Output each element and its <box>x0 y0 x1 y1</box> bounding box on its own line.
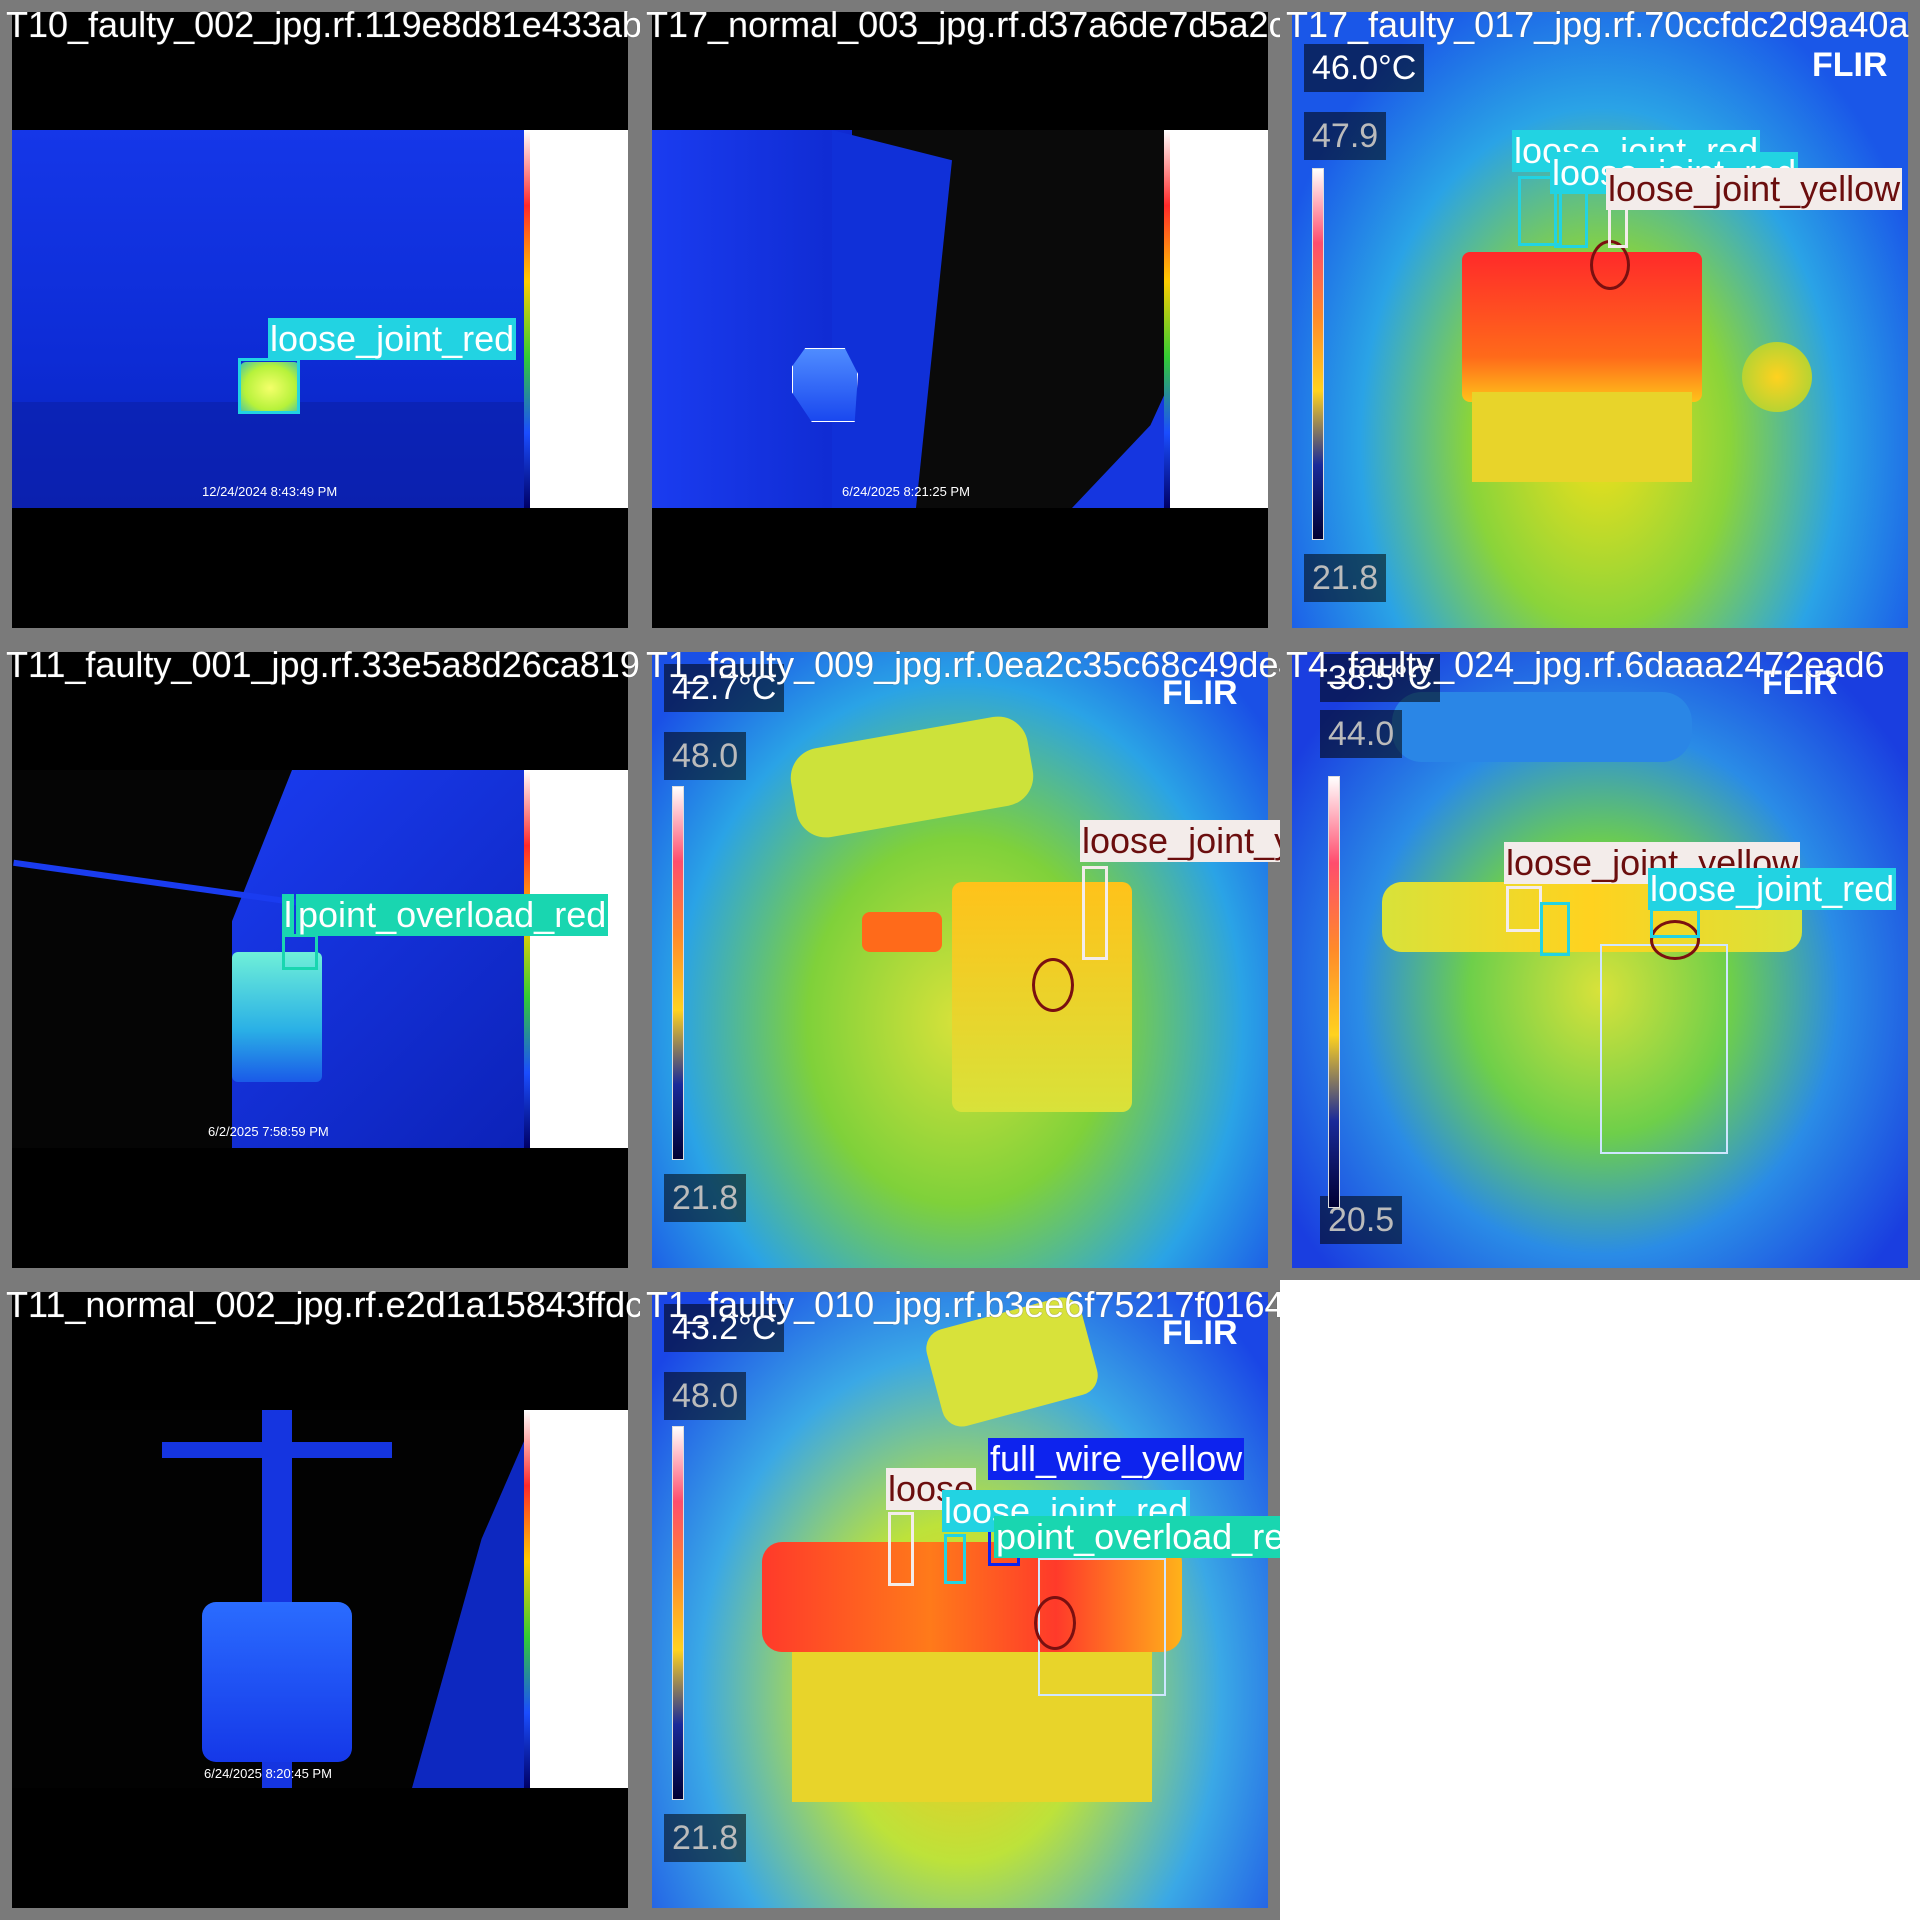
detection-box <box>1506 886 1542 932</box>
temperature-scale <box>672 1426 684 1800</box>
detection-label: loose_joint_red <box>1648 868 1897 910</box>
grid-tile: 38.5°C 44.0 20.5 FLIR loose_joint_yellow… <box>1280 640 1920 1280</box>
tile-title: T11_faulty_001_jpg.rf.33e5a8d26ca819b59e <box>6 644 640 685</box>
thermal-image: 46.0°C 47.9 21.8 FLIR <box>1292 12 1908 628</box>
detection-box <box>1082 866 1108 960</box>
detection-box <box>238 358 300 414</box>
thermal-image: 6/24/2025 8:21:25 PM <box>652 12 1268 628</box>
scale-min-value: 21.8 <box>1304 554 1387 602</box>
detection-label: full_wire_yellow <box>988 1438 1245 1480</box>
scale-min-value: 21.8 <box>664 1174 747 1222</box>
grid-tile: 6/24/2025 8:21:25 PM T17_normal_003_jpg.… <box>640 0 1280 640</box>
detection-box <box>282 934 318 970</box>
flir-logo: FLIR <box>1762 664 1838 702</box>
thermal-image: 43.2°C 48.0 21.8 FLIR <box>652 1292 1268 1908</box>
scale-max-value: 44.0 <box>1320 710 1403 758</box>
flir-logo: FLIR <box>1162 1314 1238 1352</box>
detection-label: l <box>282 894 294 936</box>
detection-box <box>1650 908 1700 938</box>
scale-max-value: 48.0 <box>664 732 747 780</box>
grid-tile: 46.0°C 47.9 21.8 FLIR loose_joint_red lo… <box>1280 0 1920 640</box>
measurement-frame <box>1600 944 1728 1154</box>
detection-label: point_overload_red <box>296 894 609 936</box>
thermal-image: 42.7°C 48.0 21.8 FLIR <box>652 652 1268 1268</box>
detection-label: loose_joint_yellow <box>1606 168 1903 210</box>
temperature-scale <box>1328 776 1340 1208</box>
tile-title: T1_faulty_010_jpg.rf.b3ee6f75217f0164de9 <box>646 1284 1280 1325</box>
timestamp: 6/24/2025 8:21:25 PM <box>842 484 970 499</box>
flir-logo: FLIR <box>1162 674 1238 712</box>
detection-box <box>888 1512 914 1586</box>
timestamp: 6/2/2025 7:58:59 PM <box>208 1124 329 1139</box>
spot-temperature: 46.0°C <box>1304 44 1425 92</box>
detection-label: point_overload_red <box>994 1516 1280 1558</box>
spot-reticle <box>1032 958 1074 1012</box>
detection-label: loose_joint_red <box>268 318 517 360</box>
thermal-image: 6/2/2025 7:58:59 PM <box>12 652 628 1268</box>
temperature-scale <box>672 786 684 1160</box>
tile-title: T1_faulty_009_jpg.rf.0ea2c35c68c49de44f7 <box>646 644 1280 685</box>
flir-logo: FLIR <box>1812 46 1888 84</box>
spot-reticle <box>1034 1596 1076 1650</box>
detection-box <box>944 1534 966 1584</box>
spot-temperature: 42.7°C <box>664 664 785 712</box>
timestamp: 6/24/2025 8:20:45 PM <box>204 1766 332 1781</box>
timestamp: 12/24/2024 8:43:49 PM <box>202 484 338 499</box>
spot-temperature: 43.2°C <box>664 1304 785 1352</box>
scale-min-value: 21.8 <box>664 1814 747 1862</box>
grid-tile: 42.7°C 48.0 21.8 FLIR loose_joint_yellow… <box>640 640 1280 1280</box>
grid-tile: 12/24/2024 8:43:49 PM loose_joint_red T1… <box>0 0 640 640</box>
grid-tile: 6/24/2025 8:20:45 PM T11_normal_002_jpg.… <box>0 1280 640 1920</box>
tile-title: T17_faulty_017_jpg.rf.70ccfdc2d9a40a <box>1286 4 1909 45</box>
grid-tile: 43.2°C 48.0 21.8 FLIR full_wire_yellow l… <box>640 1280 1280 1920</box>
detection-box <box>1518 176 1562 246</box>
spot-reticle <box>1650 920 1700 960</box>
temperature-scale <box>1312 168 1324 540</box>
scale-max-value: 47.9 <box>1304 112 1387 160</box>
detection-box <box>1540 902 1570 956</box>
spot-temperature: 38.5°C <box>1320 654 1441 702</box>
tile-title: T17_normal_003_jpg.rf.d37a6de7d5a2c7d5aa <box>646 4 1280 45</box>
tile-title: T10_faulty_002_jpg.rf.119e8d81e433ab77eb <box>6 4 640 45</box>
grid-tile: 6/2/2025 7:58:59 PM l point_overload_red… <box>0 640 640 1280</box>
thermal-image: 6/24/2025 8:20:45 PM <box>12 1292 628 1908</box>
detection-label: loose <box>886 1468 977 1510</box>
scale-max-value: 48.0 <box>664 1372 747 1420</box>
detection-label: loose_joint_yellow <box>1080 820 1280 862</box>
tile-title: T4_faulty_024_jpg.rf.6daaa2472ead6 <box>1286 644 1885 685</box>
tile-title: T11_normal_002_jpg.rf.e2d1a15843ffdc02fa <box>6 1284 640 1325</box>
detection-box <box>1608 206 1628 248</box>
